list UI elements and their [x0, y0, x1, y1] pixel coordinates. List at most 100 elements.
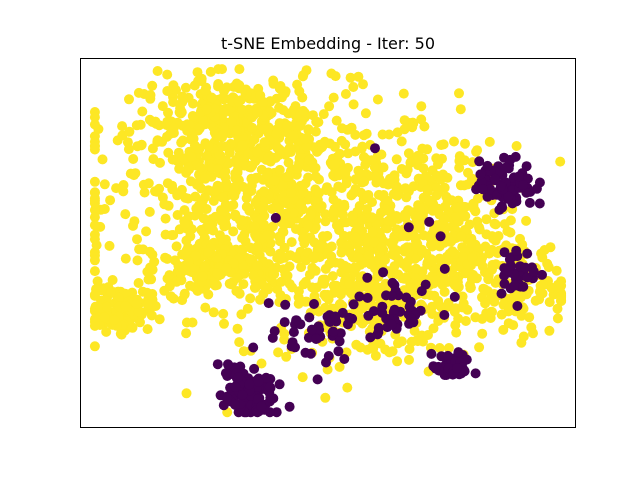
scatter-point-purple-2332: [453, 347, 464, 358]
scatter-point-purple-2466: [499, 247, 510, 258]
scatter-point-purple-2535: [386, 319, 397, 330]
scatter-point-yellow-1052: [237, 104, 248, 115]
scatter-point-purple-2547: [321, 357, 331, 368]
scatter-point-yellow-2139: [551, 265, 562, 276]
scatter-point-yellow-390: [265, 246, 276, 257]
scatter-point-yellow-1750: [431, 190, 442, 201]
scatter-point-yellow-2024: [279, 328, 290, 339]
scatter-point-yellow-1064: [162, 86, 173, 96]
scatter-point-yellow-951: [155, 157, 165, 168]
scatter-point-yellow-1775: [374, 227, 385, 238]
scatter-point-yellow-1294: [232, 286, 243, 297]
scatter-point-yellow-2057: [453, 313, 464, 324]
scatter-point-yellow-262: [181, 388, 192, 399]
scatter-point-yellow-2008: [293, 298, 304, 309]
scatter-point-purple-2504: [263, 298, 274, 309]
scatter-point-yellow-443: [89, 255, 100, 266]
scatter-point-yellow-1946: [380, 254, 390, 265]
scatter-point-yellow-829: [232, 323, 243, 334]
scatter-point-yellow-1470: [131, 298, 142, 309]
scatter-point-yellow-1025: [200, 173, 211, 184]
scatter-point-yellow-1281: [249, 221, 260, 231]
scatter-point-yellow-609: [191, 203, 202, 214]
scatter-point-purple-2467: [509, 280, 520, 291]
scatter-point-yellow-1114: [218, 94, 229, 105]
scatter-point-purple-2444: [496, 288, 507, 299]
scatter-point-yellow-681: [298, 233, 309, 244]
scatter-point-yellow-571: [454, 88, 464, 99]
scatter-point-yellow-1969: [411, 263, 422, 274]
scatter-point-yellow-757: [279, 196, 290, 207]
scatter-point-yellow-353: [341, 178, 352, 189]
scatter-point-yellow-1526: [484, 136, 495, 147]
scatter-point-yellow-1151: [194, 123, 205, 134]
scatter-point-yellow-692: [89, 234, 100, 245]
scatter-point-yellow-563: [274, 164, 285, 175]
scatter-point-purple-2421: [478, 184, 488, 195]
scatter-point-yellow-1751: [415, 211, 426, 222]
scatter-point-yellow-1129: [213, 64, 224, 75]
scatter-point-purple-2567: [330, 311, 341, 322]
scatter-point-yellow-189: [181, 328, 192, 339]
scatter-point-yellow-647: [258, 186, 269, 197]
scatter-point-yellow-1081: [133, 87, 144, 98]
scatter-point-purple-2551: [267, 332, 278, 343]
scatter-point-yellow-2016: [324, 258, 335, 269]
scatter-point-yellow-37: [320, 216, 331, 227]
scatter-point-yellow-2048: [457, 291, 468, 302]
scatter-point-yellow-1478: [109, 314, 120, 325]
scatter-point-yellow-291: [144, 206, 155, 217]
scatter-point-yellow-1183: [258, 289, 269, 299]
scatter-point-yellow-1796: [451, 211, 461, 222]
scatter-point-yellow-1686: [400, 212, 411, 223]
scatter-point-yellow-253: [238, 279, 249, 290]
scatter-point-purple-2549: [306, 324, 317, 335]
scatter-point-yellow-1329: [212, 268, 223, 279]
scatter-point-yellow-1687: [328, 206, 339, 217]
scatter-point-yellow-1097: [167, 154, 178, 165]
scatter-point-yellow-468: [372, 94, 383, 105]
scatter-point-yellow-1888: [427, 241, 438, 252]
scatter-point-yellow-625: [183, 193, 194, 204]
scatter-point-yellow-1260: [180, 218, 190, 229]
scatter-point-yellow-302: [129, 216, 140, 227]
scatter-point-purple-2568: [386, 290, 397, 301]
scatter-point-yellow-1765: [420, 171, 431, 181]
scatter-point-yellow-1991: [336, 247, 347, 258]
scatter-point-purple-2561: [362, 272, 373, 283]
scatter-point-yellow-880: [348, 99, 359, 110]
scatter-point-yellow-679: [340, 167, 351, 178]
scatter-point-yellow-1622: [335, 148, 345, 159]
scatter-point-yellow-502: [154, 314, 165, 325]
scatter-point-purple-2406: [500, 162, 511, 173]
scatter-point-yellow-769: [288, 207, 299, 218]
scatter-point-yellow-1069: [97, 154, 108, 165]
scatter-point-purple-2371: [531, 183, 542, 194]
scatter-point-purple-2532: [372, 329, 383, 340]
scatter-point-yellow-885: [314, 203, 325, 214]
scatter-point-purple-2312: [442, 350, 453, 361]
scatter-point-yellow-734: [361, 154, 372, 165]
scatter-point-yellow-1756: [443, 343, 454, 353]
scatter-point-purple-2198: [284, 401, 295, 412]
scatter-point-yellow-1477: [146, 310, 157, 321]
scatter-point-yellow-1136: [249, 134, 260, 145]
scatter-point-yellow-2059: [370, 285, 381, 296]
scatter-point-yellow-2109: [552, 303, 563, 314]
scatter-point-yellow-2027: [367, 342, 377, 353]
scatter-point-purple-2333: [426, 348, 437, 359]
scatter-point-yellow-2162: [537, 279, 548, 290]
scatter-point-yellow-1961: [460, 268, 471, 279]
scatter-point-yellow-1218: [252, 260, 263, 271]
scatter-point-yellow-1689: [362, 204, 373, 215]
scatter-point-yellow-1173: [274, 83, 285, 94]
scatter-point-yellow-817: [348, 188, 359, 199]
scatter-point-yellow-1339: [228, 258, 239, 269]
scatter-point-yellow-444: [89, 341, 100, 352]
scatter-point-purple-2570: [270, 212, 281, 223]
scatter-point-purple-2323: [470, 368, 481, 379]
scatter-point-yellow-750: [265, 238, 276, 249]
scatter-point-yellow-1786: [544, 325, 555, 336]
scatter-point-yellow-76: [172, 210, 183, 220]
scatter-point-yellow-871: [314, 187, 324, 198]
